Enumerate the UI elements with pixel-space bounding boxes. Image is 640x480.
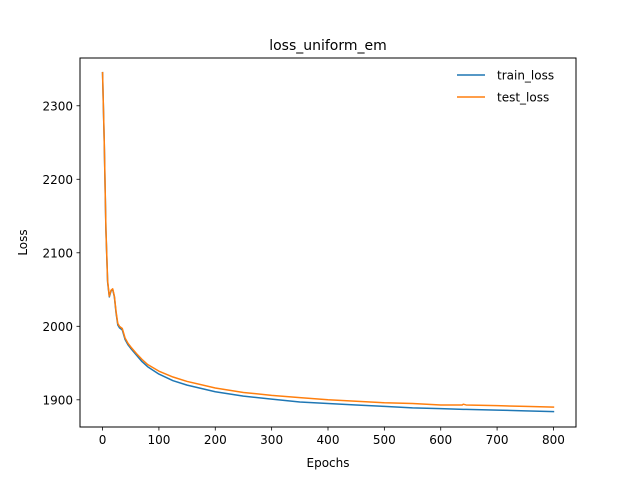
y-axis-label: Loss [16, 229, 30, 255]
x-tick-label: 800 [542, 433, 565, 447]
chart-title: loss_uniform_em [269, 38, 387, 54]
legend-label-test_loss: test_loss [497, 91, 549, 105]
x-tick-label: 0 [99, 433, 107, 447]
x-tick-label: 400 [317, 433, 340, 447]
plot-area [101, 71, 555, 413]
x-tick-label: 200 [204, 433, 227, 447]
y-tick-label: 2300 [42, 99, 73, 113]
x-tick-label: 700 [486, 433, 509, 447]
y-tick-label: 2100 [42, 246, 73, 260]
x-tick-label: 100 [147, 433, 170, 447]
legend: train_loss test_loss [457, 69, 554, 105]
y-tick-label: 2000 [42, 320, 73, 334]
axis-ticks: 0 100 200 300 400 500 600 700 800 1900 2000 2100 220… [42, 99, 564, 447]
x-tick-label: 300 [260, 433, 283, 447]
axes-frame [79, 57, 577, 428]
x-tick-label: 500 [373, 433, 396, 447]
x-axis-label: Epochs [307, 456, 350, 470]
y-tick-label: 2200 [42, 173, 73, 187]
series-line-test_loss [101, 71, 555, 408]
x-tick-label: 600 [429, 433, 452, 447]
legend-label-train_loss: train_loss [497, 69, 554, 83]
y-tick-label: 1900 [42, 393, 73, 407]
